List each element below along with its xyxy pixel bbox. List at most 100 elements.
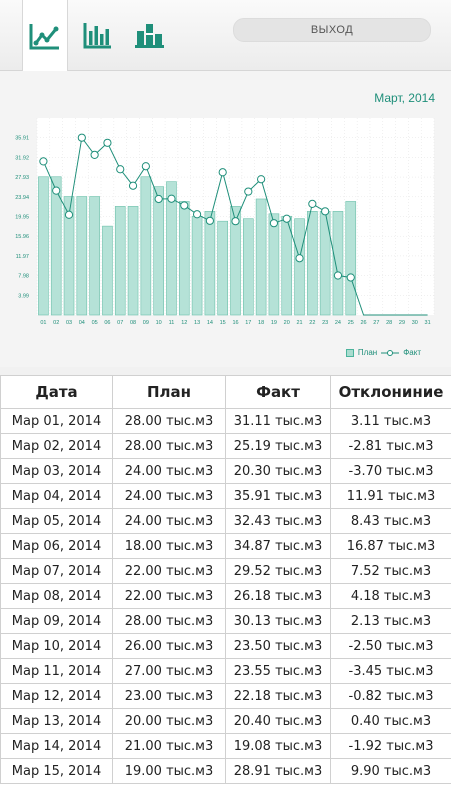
x-tick-label: 21 [296, 320, 302, 326]
plan-bar [89, 196, 100, 316]
cell-date: Мар 12, 2014 [0, 683, 113, 709]
plan-bar [63, 196, 75, 316]
table-row[interactable]: Мар 14, 2014 21.00 тыс.м3 19.08 тыс.м3 -1.9… [0, 733, 451, 759]
y-tick-label: 3.99 [18, 293, 29, 299]
data-table-container[interactable]: Дата План Факт Отклониние Мар 01, 2014 28… [0, 375, 451, 800]
legend-fact-swatch [381, 349, 400, 356]
x-tick-label: 16 [232, 320, 238, 326]
plan-bar [294, 218, 305, 316]
x-tick-label: 30 [412, 320, 418, 326]
table-row[interactable]: Мар 05, 2014 24.00 тыс.м3 32.43 тыс.м3 8.43… [0, 508, 451, 534]
cell-date: Мар 14, 2014 [0, 733, 113, 759]
cell-plan: 24.00 тыс.м3 [112, 458, 226, 484]
plan-bar [140, 176, 152, 316]
cell-fact: 19.08 тыс.м3 [225, 733, 331, 759]
y-tick-label: 27.93 [15, 175, 29, 181]
legend-plan-swatch [345, 348, 354, 357]
table-row[interactable]: Мар 07, 2014 22.00 тыс.м3 29.52 тыс.м3 7.52… [0, 558, 451, 584]
fact-point [39, 157, 48, 166]
fact-point [295, 254, 304, 263]
fact-point [90, 150, 99, 159]
x-tick-label: 27 [373, 320, 379, 326]
fact-point [64, 210, 74, 219]
fact-point [128, 181, 138, 190]
fact-point [167, 194, 176, 203]
cell-fact: 34.87 тыс.м3 [225, 533, 331, 559]
plan-bar [38, 176, 49, 316]
cell-plan: 20.00 тыс.м3 [112, 708, 226, 734]
x-tick-label: 26 [361, 320, 367, 326]
x-tick-label: 23 [322, 320, 328, 326]
x-tick-label: 08 [130, 320, 136, 326]
cell-plan: 28.00 тыс.м3 [112, 408, 226, 434]
plan-bar [230, 206, 241, 316]
cell-plan: 21.00 тыс.м3 [112, 733, 226, 759]
cell-plan: 26.00 тыс.м3 [112, 633, 226, 659]
table-row[interactable]: Мар 09, 2014 28.00 тыс.м3 30.13 тыс.м3 2.13… [0, 608, 451, 634]
table-row[interactable]: Мар 06, 2014 18.00 тыс.м3 34.87 тыс.м3 16.8… [0, 533, 451, 559]
cell-date: Мар 02, 2014 [0, 433, 113, 459]
plan-bar [191, 215, 203, 316]
table-row[interactable]: Мар 12, 2014 23.00 тыс.м3 22.18 тыс.м3 -0.8… [0, 683, 451, 709]
plan-bar [76, 196, 88, 316]
table-row[interactable]: Мар 11, 2014 27.00 тыс.м3 23.55 тыс.м3 -3.4… [0, 658, 451, 684]
header-plan: План [112, 375, 226, 409]
fact-point [192, 210, 202, 219]
cell-deviation: 8.43 тыс.м3 [330, 508, 451, 534]
fact-point [333, 271, 343, 280]
fact-point [218, 168, 227, 177]
tab-bar-chart[interactable] [76, 0, 120, 70]
table-row[interactable]: Мар 08, 2014 22.00 тыс.м3 26.18 тыс.м3 4.18… [0, 583, 451, 609]
x-tick-label: 01 [40, 320, 46, 326]
fact-point [52, 186, 61, 195]
legend-plan-label: План [357, 348, 378, 357]
chart-panel: Март, 2014 3.99 7.98 11.97 15.96 19.95 23.94 2… [0, 71, 451, 367]
cell-plan: 19.00 тыс.м3 [112, 758, 226, 784]
x-tick-label: 12 [181, 320, 187, 326]
fact-point [205, 216, 214, 225]
cell-fact: 25.19 тыс.м3 [225, 433, 331, 459]
fact-point [154, 194, 163, 204]
exit-button[interactable]: ВЫХОД [233, 18, 431, 42]
table-row[interactable]: Мар 13, 2014 20.00 тыс.м3 20.40 тыс.м3 0.40… [0, 708, 451, 734]
cell-plan: 24.00 тыс.м3 [112, 483, 226, 509]
cell-deviation: 9.90 тыс.м3 [330, 758, 451, 784]
cell-date: Мар 15, 2014 [0, 758, 113, 784]
cell-fact: 23.50 тыс.м3 [225, 633, 331, 659]
y-tick-label: 15.96 [15, 234, 29, 240]
cell-date: Мар 08, 2014 [0, 583, 113, 609]
cell-plan: 22.00 тыс.м3 [112, 583, 226, 609]
cell-plan: 24.00 тыс.м3 [112, 508, 226, 534]
table-row[interactable]: Мар 04, 2014 24.00 тыс.м3 35.91 тыс.м3 11.9… [0, 483, 451, 509]
table-header-row: Дата План Факт Отклониние [0, 375, 451, 409]
x-tick-label: 31 [425, 320, 431, 326]
x-tick-label: 17 [245, 320, 251, 326]
cell-plan: 23.00 тыс.м3 [112, 683, 226, 709]
fact-point [231, 217, 240, 226]
x-tick-label: 10 [156, 320, 162, 326]
y-tick-label: 11.97 [16, 254, 29, 260]
tab-stacked-chart[interactable] [128, 0, 172, 70]
cell-fact: 35.91 тыс.м3 [225, 483, 331, 509]
plan-bar [178, 201, 190, 316]
cell-deviation: -3.70 тыс.м3 [330, 458, 451, 484]
x-tick-label: 24 [335, 320, 341, 326]
plan-bar [307, 211, 318, 316]
x-tick-label: 07 [117, 320, 123, 326]
x-tick-label: 29 [399, 320, 405, 326]
cell-plan: 28.00 тыс.м3 [112, 433, 226, 459]
tab-line-chart[interactable] [22, 0, 68, 72]
fact-point [282, 214, 291, 223]
cell-deviation: 4.18 тыс.м3 [330, 583, 451, 609]
table-row[interactable]: Мар 02, 2014 28.00 тыс.м3 25.19 тыс.м3 -2.8… [0, 433, 451, 459]
line-chart-icon [29, 24, 59, 50]
table-row[interactable]: Мар 03, 2014 24.00 тыс.м3 20.30 тыс.м3 -3.7… [0, 458, 451, 484]
header-deviation: Отклониние [330, 375, 451, 409]
fact-point [116, 165, 125, 174]
plan-bar [268, 213, 280, 316]
table-row[interactable]: Мар 15, 2014 19.00 тыс.м3 28.91 тыс.м3 9.90… [0, 758, 451, 784]
table-row[interactable]: Мар 10, 2014 26.00 тыс.м3 23.50 тыс.м3 -2.5… [0, 633, 451, 659]
x-tick-label: 14 [207, 320, 213, 326]
table-row[interactable]: Мар 01, 2014 28.00 тыс.м3 31.11 тыс.м3 3.11… [0, 408, 451, 434]
cell-deviation: 2.13 тыс.м3 [330, 608, 451, 634]
